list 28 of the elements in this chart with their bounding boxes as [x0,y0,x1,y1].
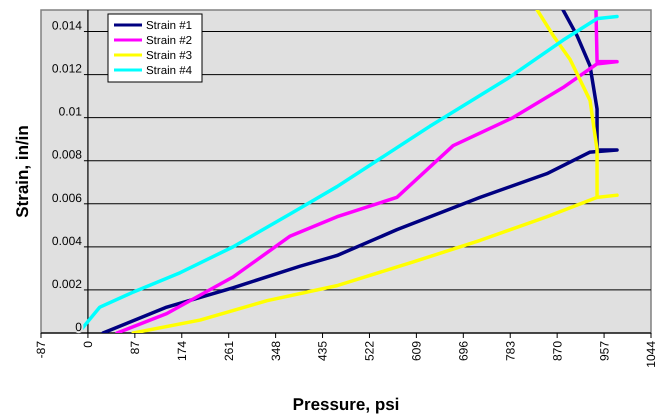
x-tick-label: 0 [81,340,96,348]
legend-label: Strain #2 [146,35,192,48]
y-tick-label: 0.006 [52,190,82,205]
x-tick-label: 87 [128,340,142,354]
y-tick-label: 0.002 [52,276,82,291]
legend-label: Strain #4 [146,65,193,78]
x-tick-label: 696 [456,340,471,362]
x-tick-label: -87 [34,340,48,358]
x-tick-label: 435 [316,340,330,362]
y-tick-label: 0.014 [52,18,82,33]
legend-label: Strain #1 [146,20,192,32]
x-axis-title: Pressure, psi [292,395,400,414]
x-tick-label: 174 [174,340,189,362]
x-tick-label: 870 [550,340,564,362]
y-axis-title: Strain, in/in [12,125,32,218]
y-tick-label: 0.01 [58,104,82,119]
x-tick-label: 261 [222,340,236,362]
legend-label: Strain #3 [146,50,192,62]
x-tick-label: 522 [362,340,377,362]
y-tick-label: 0.012 [52,62,82,76]
y-tick-label: 0.004 [52,234,82,248]
x-tick-label: 957 [597,340,612,362]
y-tick-label: 0.008 [52,148,82,162]
y-tick-label: 0 [75,320,82,334]
x-tick-label: 609 [410,340,424,362]
x-tick-label: 1044 [644,340,658,368]
x-tick-label: 348 [268,340,283,362]
x-tick-label: 783 [503,340,518,362]
